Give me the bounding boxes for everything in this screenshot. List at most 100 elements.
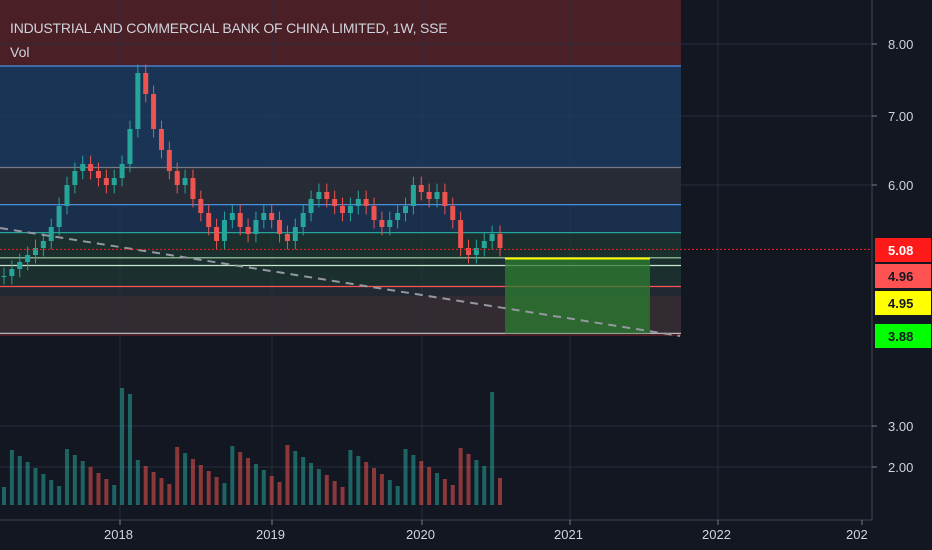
candle-body (95, 171, 101, 178)
volume-indicator-label[interactable]: Vol (10, 44, 30, 60)
volume-bar (435, 473, 440, 505)
volume-bar (269, 476, 274, 505)
candle-body (143, 73, 149, 94)
candle-body (135, 73, 141, 129)
time-tick-label: 2020 (406, 527, 435, 542)
volume-bar (17, 456, 22, 505)
candle-body (371, 206, 377, 220)
candle-body (9, 269, 15, 276)
candle-body (434, 192, 440, 199)
candle-body (261, 213, 267, 220)
volume-bar (222, 483, 227, 505)
price-tag-label: 4.95 (888, 296, 913, 311)
candle-body (64, 185, 70, 206)
price-tick-label: 7.00 (888, 109, 913, 124)
candle-body (292, 227, 298, 241)
candle-body (174, 171, 180, 185)
volume-bar (49, 480, 54, 505)
volume-bar (379, 474, 384, 505)
volume-bar (419, 461, 424, 505)
volume-bar (238, 452, 243, 505)
volume-bar (395, 486, 400, 505)
volume-bar (490, 392, 495, 505)
candle-body (56, 206, 62, 227)
candle-body (80, 164, 86, 171)
fib-zone-top (0, 66, 681, 168)
time-tick-label: 2021 (554, 527, 583, 542)
volume-bar (190, 459, 195, 505)
candle-body (119, 164, 125, 178)
volume-bar (183, 453, 188, 505)
volume-bar (57, 486, 62, 505)
volume-bar (387, 480, 392, 505)
price-tag-label: 3.88 (888, 329, 913, 344)
trendline[interactable] (0, 227, 681, 337)
volume-bars (2, 388, 502, 505)
candle-body (214, 227, 220, 241)
price-tick-label: 6.00 (888, 178, 913, 193)
price-tick-label: 3.00 (888, 419, 913, 434)
candle-body (151, 94, 157, 129)
volume-bar (2, 487, 6, 505)
candle-body (103, 178, 109, 185)
candle-body (316, 192, 322, 199)
volume-bar (9, 450, 14, 505)
chart-title: INDUSTRIAL AND COMMERCIAL BANK OF CHINA … (10, 20, 448, 36)
volume-bar (450, 485, 455, 505)
volume-bar (135, 460, 140, 505)
candle-body (450, 206, 456, 220)
candle-body (40, 241, 46, 248)
target-zone[interactable] (505, 258, 650, 334)
volume-bar (482, 466, 487, 505)
candle-body (489, 234, 495, 241)
candle-body (198, 199, 204, 213)
candle-body (481, 241, 487, 248)
price-tag-label: 4.96 (888, 269, 913, 284)
price-tag (875, 291, 931, 315)
candle-body (48, 227, 54, 241)
candle-body (111, 178, 117, 185)
candle-body (166, 150, 172, 171)
volume-bar (316, 469, 321, 505)
candle-body (473, 248, 479, 255)
volume-bar (458, 448, 463, 505)
volume-bar (301, 457, 306, 505)
candle-body (395, 213, 401, 220)
candle-body (32, 248, 38, 255)
candle-body (25, 255, 31, 262)
volume-bar (246, 458, 251, 505)
volume-bar (348, 450, 353, 505)
price-tag (875, 238, 931, 262)
drawing-overlays[interactable] (0, 227, 872, 337)
time-tick-label: 2018 (104, 527, 133, 542)
volume-bar (261, 470, 266, 505)
candle-body (340, 206, 346, 213)
candle-body (158, 129, 164, 150)
volume-bar (356, 456, 361, 505)
candle-body (221, 220, 227, 241)
volume-bar (309, 463, 314, 505)
volume-bar (143, 466, 148, 505)
candle-body (324, 192, 330, 199)
price-tag (875, 324, 931, 348)
volume-bar (104, 479, 109, 505)
time-tick-label: 202 (846, 527, 868, 542)
fib-zone-grey (0, 167, 681, 205)
candle-body (363, 199, 369, 206)
candle-body (466, 248, 472, 255)
price-tick-label: 8.00 (888, 37, 913, 52)
candle-body (418, 185, 424, 192)
volume-bar (175, 447, 180, 505)
candle-body (229, 213, 235, 220)
volume-bar (411, 455, 416, 505)
volume-bar (285, 445, 290, 505)
candle-body (387, 220, 393, 227)
volume-bar (167, 484, 172, 505)
price-tag (875, 264, 931, 288)
volume-bar (474, 460, 479, 505)
candle-body (269, 213, 275, 220)
candle-body (410, 185, 416, 206)
volume-bar (364, 462, 369, 505)
